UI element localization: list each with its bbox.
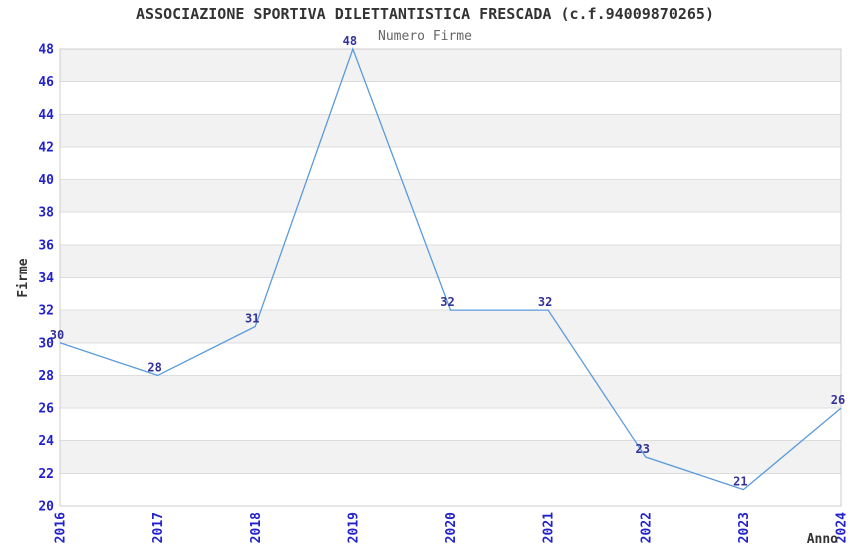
- series-line-layer: [59, 47, 842, 491]
- y-tick-label: 32: [38, 304, 54, 319]
- y-tick-label: 24: [38, 434, 54, 449]
- data-point-label: 26: [831, 393, 845, 407]
- grid-band: [60, 310, 841, 343]
- x-tick-label: 2017: [151, 512, 166, 543]
- x-tick-label: 2022: [639, 512, 654, 543]
- y-tick-label: 42: [38, 140, 54, 155]
- y-tick-label: 46: [38, 75, 54, 90]
- x-tick-label: 2020: [444, 512, 459, 543]
- data-point-label: 23: [636, 442, 650, 456]
- chart-title: ASSOCIAZIONE SPORTIVA DILETTANTISTICA FR…: [136, 5, 714, 23]
- data-point-label: 32: [538, 295, 552, 309]
- chart-subtitle: Numero Firme: [378, 29, 472, 44]
- x-tick-label: 2018: [249, 512, 264, 543]
- grid-band: [60, 440, 841, 474]
- data-point-label: 31: [245, 311, 259, 325]
- x-tick-label: 2019: [346, 512, 361, 543]
- y-tick-label: 20: [38, 500, 54, 515]
- grid-band: [60, 244, 841, 278]
- x-tick-label: 2023: [737, 512, 752, 543]
- y-tick-label: 36: [38, 238, 54, 253]
- x-tick-label: 2016: [54, 512, 69, 543]
- x-tick-label: 2024: [835, 512, 850, 543]
- data-point-label: 21: [733, 475, 747, 489]
- grid-bands: [60, 49, 841, 474]
- y-axis-label: Firme: [16, 258, 31, 297]
- grid-band: [60, 375, 841, 409]
- x-axis-label: Anno: [807, 532, 838, 547]
- grid-band: [60, 49, 841, 82]
- y-tick-label: 28: [38, 369, 54, 384]
- y-tick-label: 22: [38, 467, 54, 482]
- plot-border: [59, 48, 842, 507]
- grid-band: [60, 114, 841, 147]
- y-tick-label: 26: [38, 402, 54, 417]
- data-point-label: 48: [343, 34, 357, 48]
- y-tick-label: 30: [38, 336, 54, 351]
- y-tick-label: 44: [38, 108, 54, 123]
- y-tick-label: 40: [38, 173, 54, 188]
- grid-band: [60, 179, 841, 213]
- data-point-label: 30: [50, 328, 64, 342]
- y-tick-label: 48: [38, 43, 54, 58]
- x-axis-tick-labels: 2016 2017 2018 2019 2020 2021 2022 2023 2024: [54, 512, 850, 543]
- x-tick-label: 2021: [542, 512, 557, 543]
- data-point-label: 32: [440, 295, 454, 309]
- point-labels: 30 28 31 48 32 32 23 21 26: [50, 34, 845, 489]
- y-tick-label: 38: [38, 206, 54, 221]
- data-point-label: 28: [147, 360, 161, 374]
- y-axis-tick-labels: 20 22 24 26 28 30 32 34 36 38 40 42 44 46 48: [38, 43, 54, 515]
- y-tick-label: 34: [38, 271, 54, 286]
- series-line: [59, 47, 842, 491]
